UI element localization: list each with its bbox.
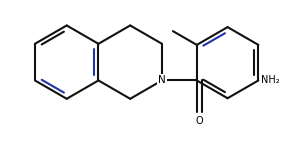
Text: N: N [158,76,166,85]
Text: O: O [195,116,203,126]
Text: NH₂: NH₂ [261,76,280,85]
